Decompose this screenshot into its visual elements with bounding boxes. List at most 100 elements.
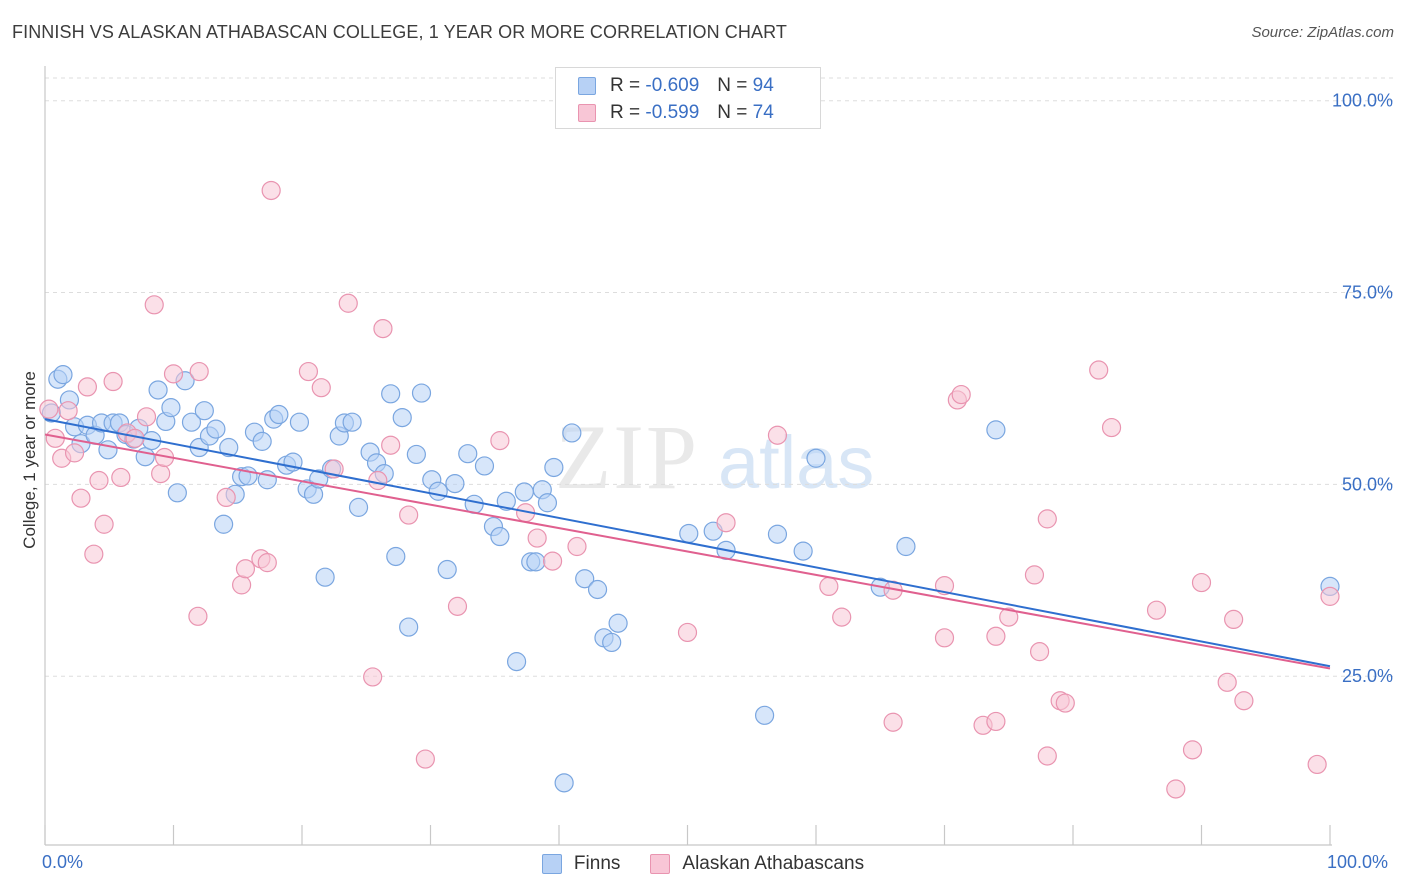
watermark: ZIP atlas [555, 406, 874, 508]
x-tick-label-max: 100.0% [1327, 852, 1389, 872]
athabascan-point [103, 371, 123, 392]
watermark-atlas: atlas [718, 421, 874, 504]
athabascan-point [934, 576, 955, 596]
athabascan-point [89, 470, 109, 491]
athabascan-point [71, 488, 91, 508]
athabascan-point [567, 536, 587, 557]
athabascan-point [883, 712, 903, 732]
athabascan-point [363, 667, 383, 687]
athabascan-point [399, 505, 419, 525]
athabascan-point [58, 401, 78, 421]
finns-point [526, 552, 546, 572]
athabascan-point [819, 576, 839, 597]
n-label: N = [717, 75, 748, 96]
n-label: N = [717, 102, 748, 123]
chart-title: FINNISH VS ALASKAN ATHABASCAN COLLEGE, 1… [12, 22, 787, 42]
finns-point [392, 407, 412, 428]
athabascan-point [77, 377, 98, 397]
athabascan-point [1037, 746, 1057, 766]
finns-point [986, 420, 1006, 440]
finns-point [161, 398, 181, 418]
finns-point [411, 383, 432, 403]
athabascan-point [716, 513, 736, 533]
athabascan-point [527, 528, 547, 548]
finns-point [445, 473, 465, 494]
athabascan-point [257, 553, 277, 573]
finns-point [793, 541, 813, 561]
finns-point [148, 380, 168, 400]
finns-point [608, 613, 628, 633]
athabascan-point [1146, 600, 1167, 620]
athabascan-point [84, 544, 104, 564]
finns-point [386, 546, 406, 567]
athabascan-point [1029, 642, 1050, 662]
finns-point [167, 483, 187, 503]
athabascan-point [1234, 691, 1254, 711]
athabascan-point [64, 443, 85, 463]
athabascan-point [298, 361, 319, 382]
athabascan-point [1024, 565, 1045, 585]
athabascan-point [951, 384, 971, 405]
finns-point [53, 365, 73, 385]
athabascan-point [415, 749, 435, 769]
y-tick-label-25: 25.0% [1342, 666, 1393, 686]
finns-point [219, 437, 239, 458]
athabascan-point [338, 293, 358, 313]
athabascan-point [832, 607, 852, 627]
n-value: 74 [752, 102, 774, 123]
athabascan-trend-line [44, 433, 1331, 670]
r-value: -0.599 [645, 102, 700, 123]
finns-point [514, 482, 534, 502]
athabascan-point [1320, 586, 1340, 606]
y-axis-label: College, 1 year or more [20, 371, 39, 549]
finns-point [754, 705, 775, 725]
stats-legend: R = -0.609 N = 94 R = -0.599 N = 74 [555, 67, 821, 129]
trend-lines [44, 418, 1331, 670]
finns-point [381, 384, 401, 404]
athabascan-point [677, 622, 698, 643]
athabascan-points [39, 180, 1340, 799]
finns-point [575, 569, 595, 589]
athabascan-point [311, 378, 331, 398]
finns-trend-line [44, 418, 1331, 668]
athabascan-point [368, 470, 388, 491]
athabascan-point [1182, 740, 1203, 760]
athabascan-point [136, 407, 157, 427]
y-tick-label-100: 100.0% [1332, 91, 1393, 111]
finns-point [214, 514, 234, 534]
r-label: R = [610, 75, 641, 96]
athabascan-point [1089, 360, 1109, 380]
finns-point [474, 456, 495, 476]
stats-legend-athabascans: R = -0.599 N = 74 [578, 101, 774, 125]
n-value: 94 [752, 75, 774, 96]
athabascan-point [189, 361, 209, 382]
axes [44, 66, 1332, 846]
legend-item-finns: Finns [541, 853, 620, 875]
finns-point [602, 632, 622, 653]
athabascan-point [151, 464, 171, 484]
finns-point [406, 444, 426, 465]
athabascan-point [986, 626, 1006, 646]
athabascan-point [163, 364, 184, 384]
finns-point [562, 423, 582, 443]
watermark-zip: ZIP [555, 406, 699, 508]
finns-point [506, 652, 527, 672]
athabascan-legend-swatch [650, 854, 671, 874]
athabascan-point [39, 399, 59, 419]
y-tick-labels: 25.0% 50.0% 75.0% 100.0% [1332, 91, 1393, 686]
athabascan-point [1101, 417, 1122, 438]
athabascan-point [1307, 754, 1327, 775]
athabascan-point [261, 180, 281, 201]
athabascan-point [94, 514, 114, 534]
athabascan-point [232, 575, 252, 595]
athabascan-point [986, 711, 1006, 732]
r-label: R = [610, 102, 641, 123]
athabascan-point [111, 467, 131, 488]
athabascan-point [542, 551, 563, 571]
athabascan-point [1166, 779, 1186, 799]
r-value: -0.609 [645, 75, 700, 96]
athabascan-point [1191, 572, 1212, 593]
finns-point [269, 404, 289, 425]
athabascan-point [447, 596, 468, 616]
stats-legend-finns: R = -0.609 N = 94 [578, 74, 774, 98]
